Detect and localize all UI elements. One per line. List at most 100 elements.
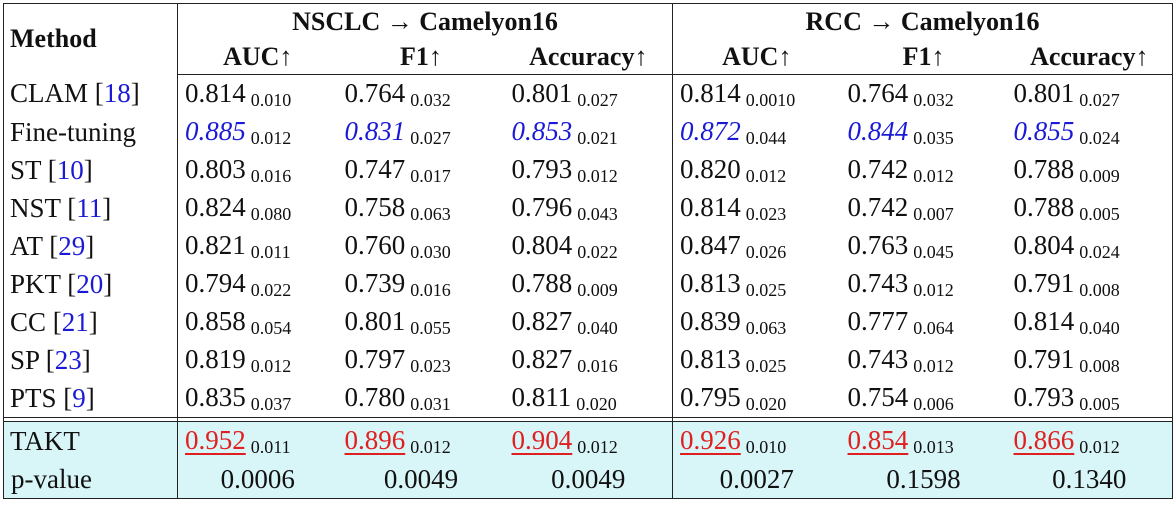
mean: 0.791 (1013, 343, 1075, 374)
p-value-row: p-value 0.0006 0.0049 0.0049 0.0027 0.1598 0.1… (3, 460, 1173, 499)
method-name: ] (85, 230, 95, 261)
citation: 29 (58, 230, 86, 261)
citation: 20 (76, 268, 104, 299)
separator-cell (840, 417, 1007, 422)
std: 0.026 (745, 241, 787, 262)
value-cell: 0.855 0.024 (1007, 113, 1173, 151)
std: 0.064 (913, 317, 954, 338)
separator-cell (504, 417, 674, 422)
mean: 0.764 (847, 77, 909, 108)
std: 0.006 (913, 393, 954, 414)
citation: 11 (76, 192, 103, 223)
std: 0.011 (250, 436, 291, 457)
value-cell: 0.827 0.016 (504, 341, 674, 379)
std: 0.027 (410, 127, 451, 148)
method-name: PTS [ (10, 382, 73, 413)
std: 0.032 (410, 89, 451, 110)
mean: 0.814 (185, 77, 246, 108)
value-cell: 0.804 0.022 (504, 227, 674, 265)
citation: 18 (103, 78, 131, 109)
std: 0.080 (250, 203, 292, 224)
p-value: 0.0049 (504, 460, 674, 499)
mean: 0.794 (185, 267, 246, 298)
std: 0.045 (913, 241, 954, 262)
method-name: Fine-tuning (10, 116, 136, 147)
method-cell: CC [21] (3, 303, 178, 341)
value-cell: 0.758 0.063 (338, 189, 505, 227)
value-cell: 0.844 0.035 (841, 113, 1007, 151)
method-name: ] (103, 268, 113, 299)
method-name: ST [ (10, 154, 57, 185)
std: 0.010 (745, 436, 787, 457)
citation: 21 (61, 306, 89, 337)
separator-cell (337, 417, 505, 422)
p-value: 0.0049 (337, 460, 505, 499)
std: 0.043 (577, 203, 618, 224)
std: 0.022 (577, 241, 618, 262)
method-cell: ST [10] (3, 151, 178, 189)
method-cell: TAKT (3, 421, 178, 460)
std: 0.021 (577, 127, 618, 148)
std: 0.040 (1079, 317, 1120, 338)
mean: 0.952 (185, 424, 246, 455)
mean: 0.820 (680, 153, 741, 184)
metric-header: F1↑ (840, 39, 1007, 75)
value-cell: 0.743 0.012 (841, 265, 1007, 303)
metric-header: F1↑ (337, 39, 505, 75)
mean: 0.814 (680, 77, 741, 108)
std: 0.063 (745, 317, 787, 338)
std: 0.012 (745, 165, 787, 186)
value-cell: 0.847 0.026 (673, 227, 841, 265)
value-cell: 0.831 0.027 (338, 113, 505, 151)
p-value: 0.0027 (672, 460, 841, 499)
table-row: SP [23] 0.819 0.012 0.797 0.023 0.827 0.016 0.8… (3, 341, 1173, 379)
mean: 0.866 (1013, 424, 1075, 455)
mean: 0.796 (511, 191, 573, 222)
std: 0.040 (577, 317, 618, 338)
table-row: CLAM [18] 0.814 0.010 0.764 0.032 0.801 0.027 0… (3, 74, 1173, 113)
method-name: ] (88, 306, 98, 337)
mean: 0.793 (511, 153, 573, 184)
std: 0.022 (250, 279, 292, 300)
method-name: PKT [ (10, 268, 77, 299)
std: 0.012 (1079, 436, 1120, 457)
metric-header: AUC↑ (177, 39, 338, 75)
value-cell: 0.858 0.054 (178, 303, 338, 341)
value-cell: 0.791 0.008 (1007, 341, 1173, 379)
std: 0.020 (576, 393, 617, 414)
mean: 0.801 (344, 305, 406, 336)
value-cell: 0.885 0.012 (178, 113, 338, 151)
mean: 0.835 (185, 381, 246, 412)
value-cell: 0.821 0.011 (178, 227, 338, 265)
value-cell: 0.813 0.025 (673, 265, 841, 303)
value-cell: 0.788 0.009 (504, 265, 674, 303)
mean: 0.824 (185, 191, 246, 222)
std: 0.023 (410, 355, 451, 376)
value-cell: 0.813 0.025 (673, 341, 841, 379)
std: 0.016 (577, 355, 618, 376)
std: 0.005 (1079, 203, 1120, 224)
mean: 0.854 (847, 424, 909, 455)
table-row: CC [21] 0.858 0.054 0.801 0.055 0.827 0.040 0.8… (3, 303, 1173, 341)
header-row: Method NSCLC → Camelyon16 RCC → Camelyon… (3, 3, 1173, 75)
mean: 0.742 (847, 191, 909, 222)
value-cell: 0.872 0.044 (673, 113, 841, 151)
mean: 0.743 (847, 343, 909, 374)
metric-header: Accuracy↑ (1006, 39, 1173, 75)
mean: 0.831 (344, 115, 406, 146)
std: 0.063 (410, 203, 451, 224)
std: 0.012 (577, 165, 618, 186)
metric-row: AUC↑ F1↑ Accuracy↑ AUC↑ F1↑ Accuracy↑ (4, 39, 1173, 75)
value-cell: 0.824 0.080 (178, 189, 338, 227)
mean: 0.791 (1013, 267, 1075, 298)
mean: 0.827 (511, 305, 573, 336)
value-cell: 0.819 0.012 (178, 341, 338, 379)
method-name: CLAM [ (10, 78, 104, 109)
std: 0.031 (410, 393, 451, 414)
mean: 0.847 (680, 229, 741, 260)
std: 0.012 (250, 355, 292, 376)
value-cell: 0.854 0.013 (840, 421, 1007, 460)
value-cell: 0.814 0.040 (1007, 303, 1173, 341)
std: 0.030 (410, 241, 451, 262)
value-cell: 0.804 0.024 (1007, 227, 1173, 265)
